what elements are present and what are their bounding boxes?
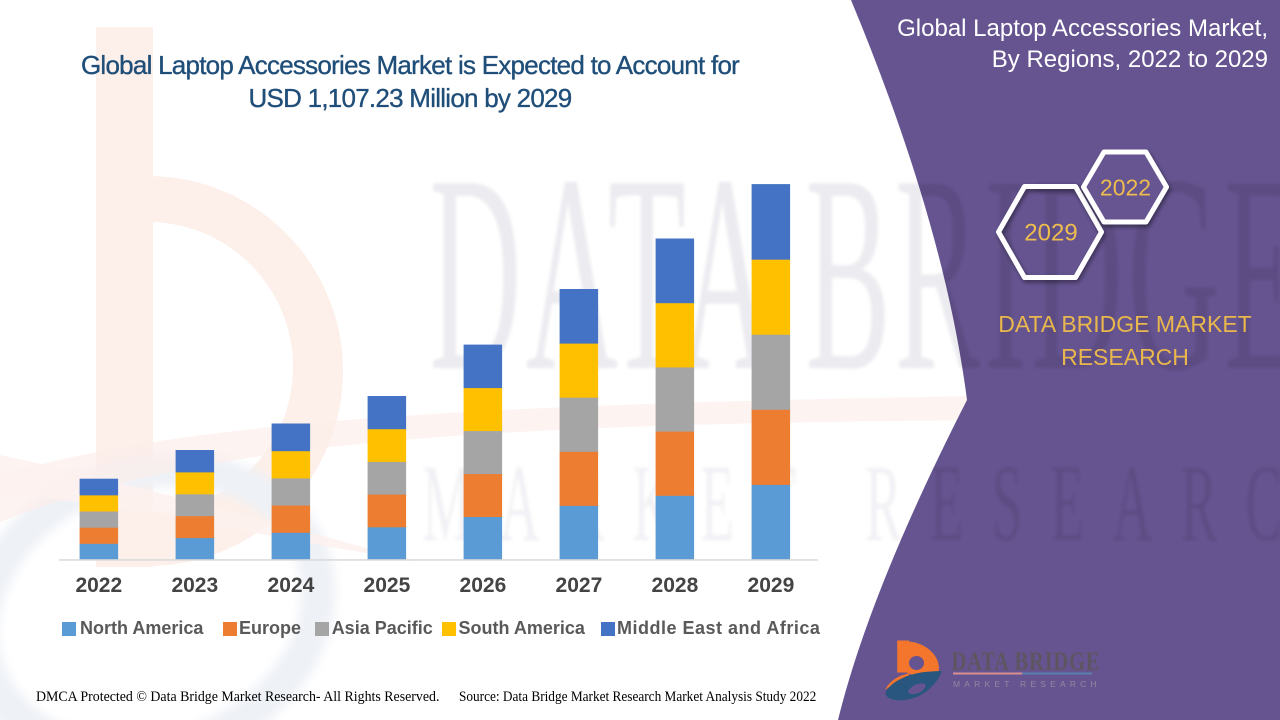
svg-text:2029: 2029 [1024, 220, 1077, 247]
svg-text:DATA BRIDGE: DATA BRIDGE [952, 648, 1101, 677]
svg-text:2022: 2022 [1100, 175, 1151, 201]
svg-text:MARKET RESEARCH: MARKET RESEARCH [953, 679, 1101, 689]
